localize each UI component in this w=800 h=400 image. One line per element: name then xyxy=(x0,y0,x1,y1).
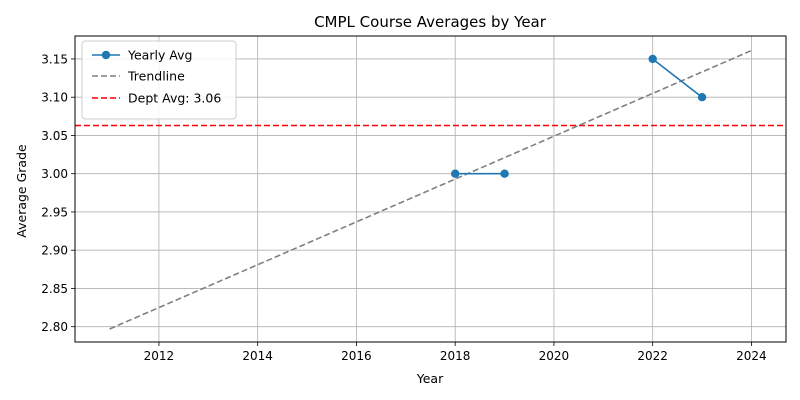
y-tick-label: 2.90 xyxy=(41,244,68,258)
legend-box xyxy=(81,40,237,120)
chart-title: CMPL Course Averages by Year xyxy=(314,13,547,31)
y-axis-label: Average Grade xyxy=(14,144,29,238)
x-tick-label: 2022 xyxy=(637,349,668,363)
plot-data xyxy=(75,49,786,330)
yearly-avg-point xyxy=(450,169,460,178)
x-tick-label: 2020 xyxy=(539,349,570,363)
x-tick-label: 2024 xyxy=(736,349,767,363)
grid xyxy=(75,36,786,342)
legend-label-yearly-avg: Yearly Avg xyxy=(127,48,192,63)
legend-marker-yearly-avg xyxy=(101,50,111,60)
yearly-avg-point xyxy=(648,54,657,64)
y-tick-label: 2.95 xyxy=(41,205,68,219)
x-axis-label: Year xyxy=(416,371,444,386)
y-tick-label: 2.85 xyxy=(41,282,68,296)
y-tick-label: 2.80 xyxy=(41,320,68,334)
yearly-avg-point xyxy=(500,169,509,178)
axis-ticks: 2012 2014 2016 2018 2020 2022 2024 2.80 2.85 2.90… xyxy=(41,52,766,363)
yearly-avg-line-segment xyxy=(652,58,703,98)
x-tick-label: 2018 xyxy=(440,349,471,363)
x-tick-label: 2014 xyxy=(242,349,273,363)
y-tick-label: 3.05 xyxy=(41,129,68,143)
legend-label-trendline: Trendline xyxy=(127,69,185,84)
y-tick-label: 3.00 xyxy=(41,167,68,181)
y-tick-label: 3.15 xyxy=(41,52,68,66)
legend: Yearly Avg Trendline Dept Avg: 3.06 xyxy=(81,40,237,120)
x-tick-label: 2012 xyxy=(144,349,175,363)
yearly-avg-point xyxy=(697,93,707,102)
legend-label-dept-avg: Dept Avg: 3.06 xyxy=(128,91,221,106)
y-tick-label: 3.10 xyxy=(41,91,68,105)
x-tick-label: 2016 xyxy=(341,349,372,363)
plot-frame xyxy=(74,35,787,343)
